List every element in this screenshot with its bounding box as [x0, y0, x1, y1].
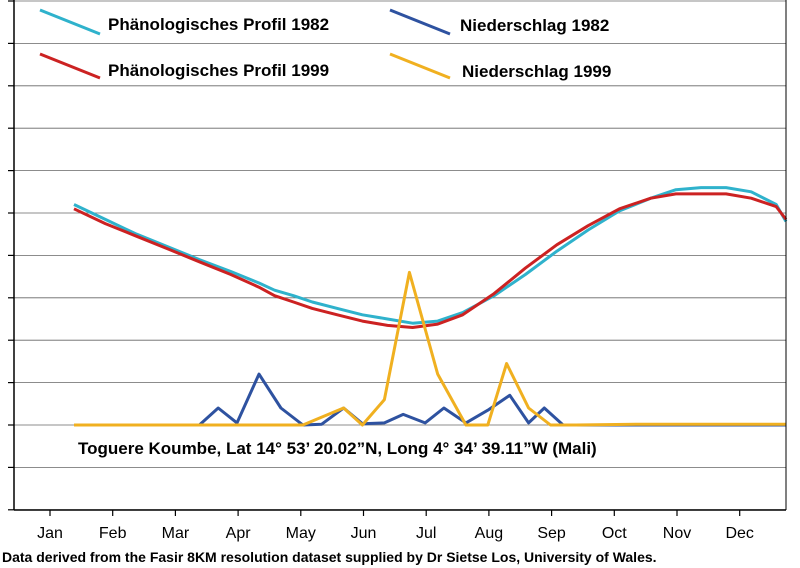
legend-item-niederschlag-1982: Niederschlag 1982	[389, 8, 609, 36]
legend-swatch-profil-1999	[39, 52, 101, 80]
x-tick-label-dec: Dec	[725, 525, 753, 542]
legend-swatch-niederschlag-1982	[389, 8, 451, 36]
legend-label-profil-1982: Phänologisches Profil 1982	[108, 15, 329, 34]
legend-item-profil-1999: Phänologisches Profil 1999	[39, 52, 329, 80]
x-tick-label-oct: Oct	[602, 525, 627, 542]
x-tick-label-jul: Jul	[416, 525, 436, 542]
x-tick-label-apr: Apr	[226, 525, 252, 542]
axes	[13, 0, 787, 511]
series-line-ph-nologisches-profil-1982	[73, 186, 788, 325]
legend-label-niederschlag-1999: Niederschlag 1999	[462, 62, 611, 81]
x-tick-label-jan: Jan	[37, 525, 63, 542]
x-tick-label-sep: Sep	[537, 525, 566, 542]
data-source-footer: Data derived from the Fasir 8KM resoluti…	[2, 549, 657, 565]
x-ticks: Jan Feb Mar Apr May Jun Jul Aug Sep Oct Nov Dec	[37, 510, 754, 542]
legend-item-niederschlag-1999: Niederschlag 1999	[389, 52, 611, 81]
x-tick-label-aug: Aug	[475, 525, 503, 542]
legend-item-profil-1982: Phänologisches Profil 1982	[39, 8, 329, 36]
x-tick-label-feb: Feb	[99, 525, 127, 542]
legend-label-profil-1999: Phänologisches Profil 1999	[108, 61, 329, 80]
x-tick-label-may: May	[286, 525, 316, 542]
x-tick-label-jun: Jun	[351, 525, 377, 542]
x-tick-label-mar: Mar	[162, 525, 190, 542]
grid	[8, 0, 786, 511]
series-layer	[73, 186, 788, 427]
legend-label-niederschlag-1982: Niederschlag 1982	[460, 16, 609, 35]
legend-swatch-profil-1982	[39, 8, 101, 36]
legend: Phänologisches Profil 1982 Niederschlag …	[39, 8, 611, 81]
x-tick-label-nov: Nov	[663, 525, 691, 542]
legend-swatch-niederschlag-1999	[389, 52, 451, 80]
location-annotation: Toguere Koumbe, Lat 14° 53’ 20.02”N, Lon…	[78, 439, 597, 458]
